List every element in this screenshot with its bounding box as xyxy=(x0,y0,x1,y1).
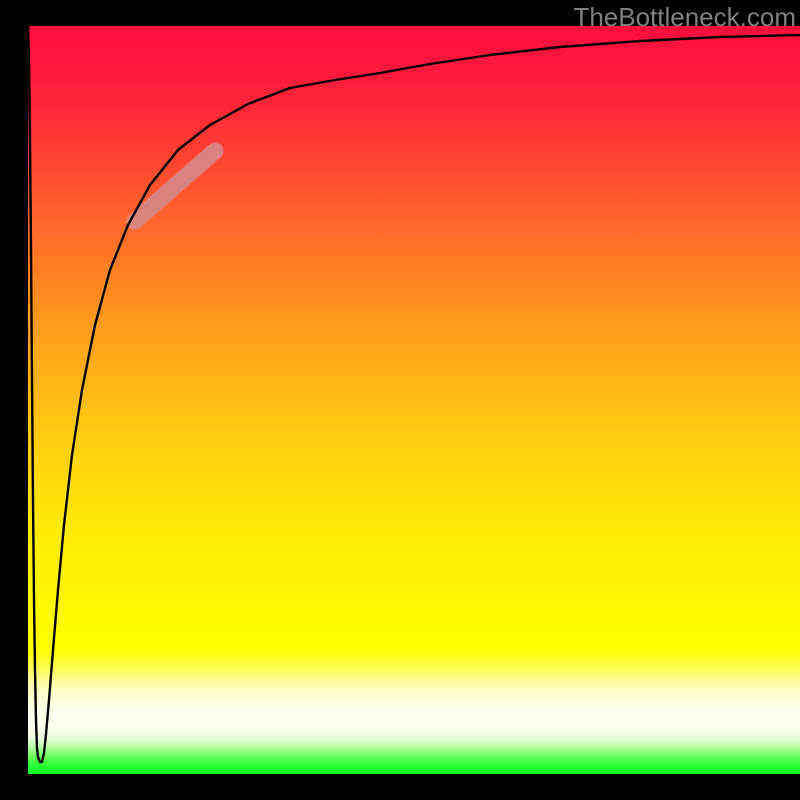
chart-svg xyxy=(0,0,800,800)
bottleneck-chart: TheBottleneck.com xyxy=(0,0,800,800)
watermark-text: TheBottleneck.com xyxy=(573,2,796,33)
plot-bg xyxy=(28,26,800,774)
